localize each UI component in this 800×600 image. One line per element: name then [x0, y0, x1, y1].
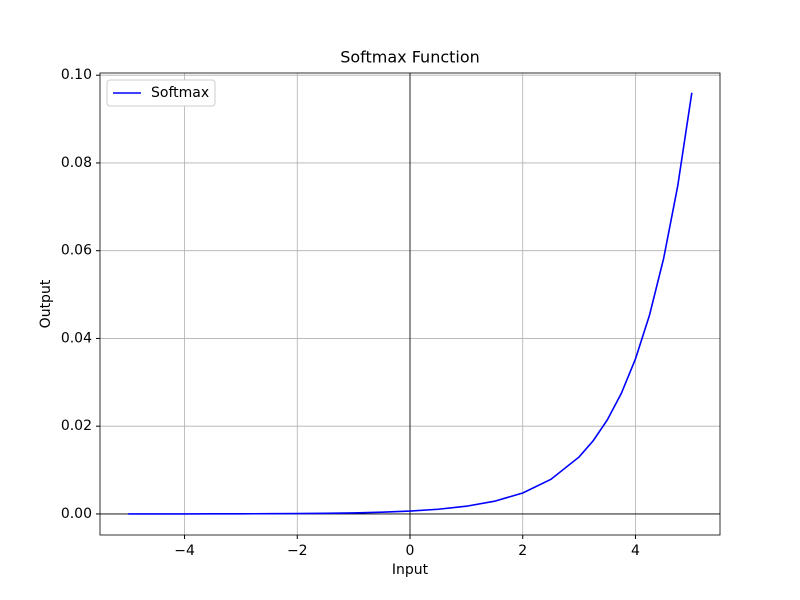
axes-frame: [99, 72, 721, 536]
y-tick-label: 0.02: [61, 418, 92, 434]
x-axis-label: Input: [392, 562, 429, 578]
y-tick-label: 0.10: [61, 67, 92, 83]
line: [128, 92, 693, 515]
y-tick-label: 0.04: [61, 330, 92, 346]
x-tick-label: −4: [174, 543, 195, 559]
chart-title: Softmax Function: [340, 48, 480, 67]
y-tick-label: 0.06: [61, 243, 92, 259]
y-tick-label: 0.08: [61, 155, 92, 171]
x-tick-label: 4: [631, 543, 640, 559]
x-tick-label: 0: [406, 543, 415, 559]
x-tick-label: 2: [518, 543, 527, 559]
y-tick-label: 0.00: [61, 506, 92, 522]
legend-box: [106, 79, 216, 107]
y-axis-label: Output: [38, 279, 54, 328]
legend-label: Softmax: [151, 85, 209, 101]
x-tick-label: −2: [287, 543, 308, 559]
